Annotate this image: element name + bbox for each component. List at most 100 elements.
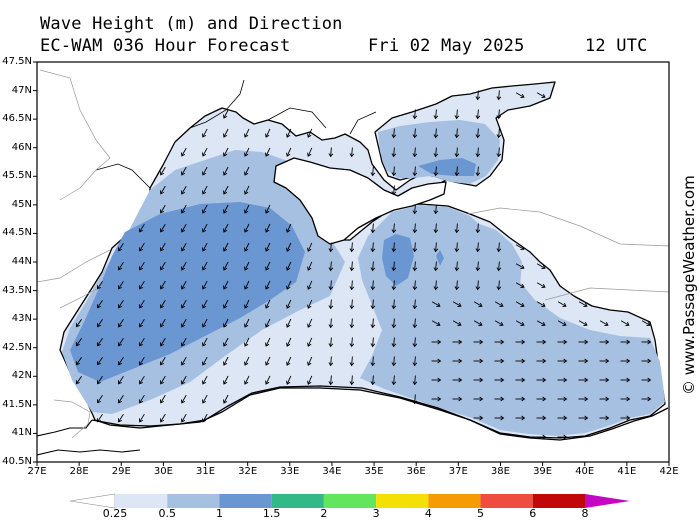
wave-arrow <box>181 261 187 271</box>
wave-arrow <box>349 147 355 158</box>
wave-arrow <box>536 396 547 402</box>
wave-arrow <box>160 166 166 176</box>
wave-arrow <box>265 318 271 328</box>
wave-arrow <box>391 223 397 234</box>
wave-arrow <box>515 92 525 98</box>
wave-arrow <box>244 242 250 252</box>
wave-arrow <box>118 299 124 309</box>
wave-arrow <box>515 301 525 307</box>
wave-arrow <box>244 318 250 328</box>
wave-arrow <box>328 337 334 348</box>
wave-arrow <box>494 358 505 364</box>
wave-arrow <box>536 92 546 98</box>
wave-arrow <box>496 280 502 291</box>
wave-arrow <box>412 375 418 386</box>
wave-arrow <box>244 261 250 271</box>
wave-arrow <box>265 128 271 138</box>
wave-arrow <box>97 281 103 290</box>
wave-arrow <box>202 128 208 138</box>
wave-arrow <box>349 337 355 348</box>
wave-arrow <box>620 358 631 364</box>
wave-arrow <box>599 377 610 383</box>
wave-arrow <box>97 319 103 328</box>
wave-arrow <box>286 128 292 138</box>
lon-tick-marks <box>36 462 670 466</box>
wave-arrow <box>620 396 631 402</box>
wave-arrow <box>97 300 103 309</box>
wave-arrow <box>328 242 334 253</box>
lat-label: 44N <box>11 256 32 267</box>
lon-label: 40E <box>575 466 595 477</box>
wave-arrow <box>181 280 187 290</box>
wave-band-0.5-1-east <box>358 205 665 436</box>
wave-arrow <box>454 261 460 272</box>
wave-arrow <box>139 318 145 328</box>
wave-arrow <box>473 396 484 402</box>
wave-arrow <box>473 301 483 307</box>
wave-arrow <box>202 280 208 290</box>
wave-arrow <box>118 280 124 290</box>
wave-arrow <box>97 395 103 404</box>
wave-arrow <box>578 320 588 326</box>
wave-arrow <box>202 356 208 366</box>
forecast-date: Fri 02 May 2025 <box>368 36 525 56</box>
lon-label: 35E <box>364 466 384 477</box>
lon-label: 32E <box>238 466 258 477</box>
wave-arrow <box>578 415 589 421</box>
wave-arrow <box>452 339 463 345</box>
wave-arrow <box>160 356 166 366</box>
wave-arrow <box>286 318 292 328</box>
border-lines <box>37 69 669 439</box>
wave-arrow <box>160 394 166 404</box>
wave-arrow <box>620 339 631 345</box>
wave-arrow <box>307 261 313 271</box>
wave-arrow <box>286 375 292 385</box>
wave-arrow <box>433 109 439 120</box>
wave-arrow <box>328 318 334 329</box>
wave-arrow <box>139 413 145 423</box>
wave-arrow <box>370 261 376 272</box>
legend-swatch <box>532 494 585 508</box>
wave-arrow <box>391 318 397 329</box>
wave-arrow <box>349 318 355 329</box>
wave-arrow <box>244 223 250 233</box>
lon-label: 34E <box>322 466 342 477</box>
wave-arrow <box>286 147 292 157</box>
wave-arrow <box>454 147 460 158</box>
wave-arrow <box>433 223 439 234</box>
wave-arrow <box>599 396 610 402</box>
wave-arrow <box>536 301 546 307</box>
wave-arrow <box>223 356 229 366</box>
wave-arrow <box>431 396 442 402</box>
wave-arrow <box>370 318 376 329</box>
wave-arrow <box>244 375 250 385</box>
legend-tick-label: 4 <box>424 507 432 520</box>
wave-arrow <box>412 299 418 310</box>
wave-arrow <box>328 375 334 386</box>
wave-band-0.5-1-ne <box>474 222 522 302</box>
wave-arrow <box>202 261 208 271</box>
wave-arrow <box>391 166 397 177</box>
wave-arrow <box>412 318 418 329</box>
wave-arrow <box>578 396 589 402</box>
wave-arrow <box>181 242 187 252</box>
wave-arrow <box>391 299 397 310</box>
wave-arrow <box>599 415 610 421</box>
lon-label: 28E <box>69 466 89 477</box>
wave-arrow <box>97 414 103 423</box>
wave-arrow <box>181 223 187 233</box>
wave-arrow <box>473 377 484 383</box>
wave-arrow <box>181 299 187 309</box>
wave-band-1-1.5-east <box>382 234 414 286</box>
wave-arrow <box>641 320 651 326</box>
wave-arrow <box>307 147 313 157</box>
wave-arrow <box>391 261 397 272</box>
wave-arrow <box>307 299 313 309</box>
wave-arrow <box>202 337 208 347</box>
wave-arrow <box>265 280 271 290</box>
wave-arrow <box>641 339 652 345</box>
wave-arrow <box>97 376 103 385</box>
wave-arrow <box>578 358 589 364</box>
wave-arrow <box>391 337 397 348</box>
